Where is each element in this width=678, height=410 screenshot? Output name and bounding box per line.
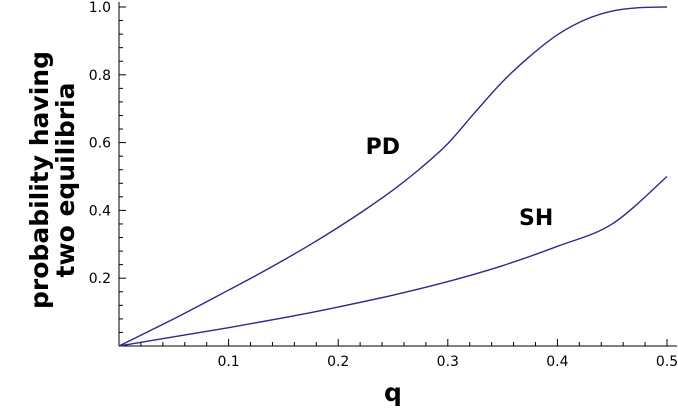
y-axis-label-line-2: two equilibria: [51, 83, 80, 278]
x-tick-label: 0.1: [217, 354, 239, 370]
series-layer: [118, 6, 668, 347]
x-tick-label: 0.2: [327, 354, 349, 370]
y-tick-label: 0.4: [89, 203, 111, 219]
y-tick-label: 0.2: [89, 271, 111, 287]
series-label-pd: PD: [366, 135, 400, 160]
x-tick-label: 0.5: [656, 354, 678, 370]
y-axis-label: probability having two equilibria: [25, 51, 80, 309]
y-axis-label-line-1: probability having: [25, 51, 54, 309]
x-axis-label: q: [384, 378, 402, 407]
y-tick-label: 0.8: [89, 68, 111, 84]
x-tick-label: 0.3: [437, 354, 459, 370]
x-tick-label: 0.4: [546, 354, 568, 370]
ticks: 0.1 0.2 0.3 0.4 0.5 0.2 0.4 0.6 0.8 1.0: [89, 0, 678, 370]
series-label-sh: SH: [519, 206, 553, 231]
series-line-sh: [118, 175, 668, 347]
axes: [118, 2, 677, 347]
y-tick-label: 1.0: [89, 0, 111, 16]
labels-layer: PD SH: [366, 135, 554, 231]
series-line-pd: [118, 6, 668, 347]
y-tick-label: 0.6: [89, 136, 111, 152]
